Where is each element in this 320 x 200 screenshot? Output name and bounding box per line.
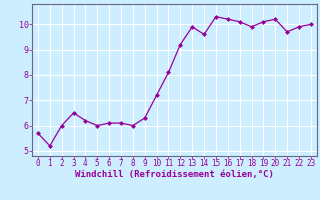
X-axis label: Windchill (Refroidissement éolien,°C): Windchill (Refroidissement éolien,°C) xyxy=(75,170,274,179)
